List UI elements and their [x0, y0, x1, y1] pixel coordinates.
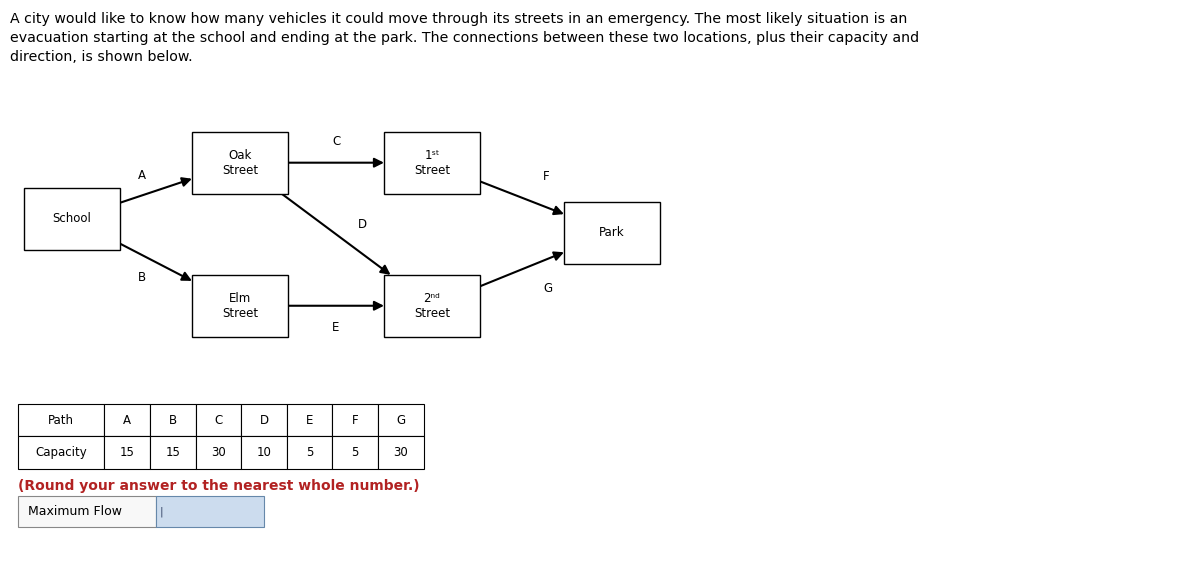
Text: G: G [544, 282, 553, 296]
Text: B: B [138, 272, 145, 284]
Bar [18, 496, 156, 527]
Text: C: C [215, 413, 222, 427]
Text: D: D [259, 413, 269, 427]
Text: A city would like to know how many vehicles it could move through its streets in: A city would like to know how many vehic… [10, 12, 919, 65]
Bar [104, 436, 150, 469]
Text: 5: 5 [306, 446, 313, 459]
Text: Elm
Street: Elm Street [222, 292, 258, 320]
Text: B: B [169, 413, 176, 427]
Text: 15: 15 [120, 446, 134, 459]
Bar [156, 496, 264, 527]
Bar [196, 436, 241, 469]
Text: 30: 30 [394, 446, 408, 459]
Text: D: D [358, 218, 367, 231]
FancyBboxPatch shape [192, 132, 288, 194]
FancyBboxPatch shape [192, 275, 288, 337]
Text: A: A [138, 168, 145, 182]
Bar [18, 436, 104, 469]
Text: 2ⁿᵈ
Street: 2ⁿᵈ Street [414, 292, 450, 320]
Text: F: F [542, 170, 550, 183]
Text: Maximum Flow: Maximum Flow [28, 505, 121, 518]
Text: Capacity: Capacity [35, 446, 88, 459]
Text: 5: 5 [352, 446, 359, 459]
Bar [287, 436, 332, 469]
Bar [241, 436, 287, 469]
Text: F: F [352, 413, 359, 427]
Text: 30: 30 [211, 446, 226, 459]
Bar [196, 404, 241, 436]
Text: Oak
Street: Oak Street [222, 149, 258, 177]
Bar [332, 404, 378, 436]
Bar [150, 436, 196, 469]
Text: School: School [53, 212, 91, 226]
Text: (Round your answer to the nearest whole number.): (Round your answer to the nearest whole … [18, 479, 420, 493]
Text: 10: 10 [257, 446, 271, 459]
FancyBboxPatch shape [384, 132, 480, 194]
Text: |: | [160, 506, 163, 517]
Text: 15: 15 [166, 446, 180, 459]
Text: E: E [332, 320, 340, 334]
Bar [378, 436, 424, 469]
Text: 1ˢᵗ
Street: 1ˢᵗ Street [414, 149, 450, 177]
Text: Path: Path [48, 413, 74, 427]
FancyBboxPatch shape [564, 202, 660, 264]
Bar [104, 404, 150, 436]
Bar [150, 404, 196, 436]
Bar [287, 404, 332, 436]
Bar [378, 404, 424, 436]
Bar [241, 404, 287, 436]
FancyBboxPatch shape [384, 275, 480, 337]
Text: A: A [124, 413, 131, 427]
Bar [18, 404, 104, 436]
Text: G: G [396, 413, 406, 427]
Text: C: C [332, 135, 340, 148]
Text: Park: Park [599, 226, 625, 240]
FancyBboxPatch shape [24, 188, 120, 250]
Text: E: E [306, 413, 313, 427]
Bar [332, 436, 378, 469]
